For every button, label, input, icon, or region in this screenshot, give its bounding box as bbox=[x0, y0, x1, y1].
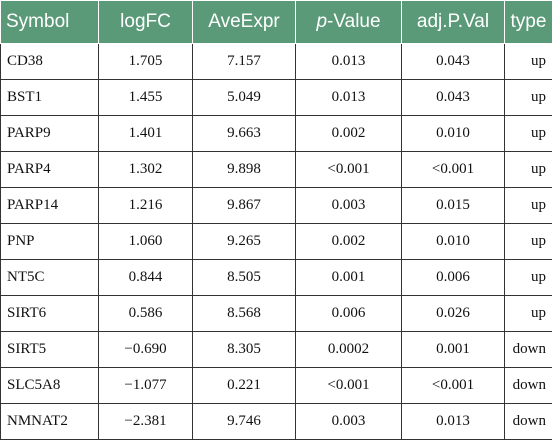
cell-logfc: 1.060 bbox=[99, 224, 193, 260]
header-pvalue-italic: p bbox=[316, 11, 327, 32]
header-row: Symbol logFC AveExpr p-Value adj.P.Val t… bbox=[1, 1, 552, 44]
cell-pvalue: <0.001 bbox=[296, 152, 402, 188]
cell-pvalue: 0.006 bbox=[296, 296, 402, 332]
cell-pvalue: 0.003 bbox=[296, 404, 402, 440]
cell-type: up bbox=[505, 188, 552, 224]
cell-aveexpr: 0.221 bbox=[193, 368, 296, 404]
cell-type: up bbox=[505, 80, 552, 116]
cell-adjpval: 0.043 bbox=[402, 80, 505, 116]
cell-pvalue: <0.001 bbox=[296, 368, 402, 404]
cell-symbol: SIRT5 bbox=[1, 332, 99, 368]
cell-symbol: SLC5A8 bbox=[1, 368, 99, 404]
cell-adjpval: <0.001 bbox=[402, 152, 505, 188]
cell-type: down bbox=[505, 368, 552, 404]
cell-logfc: 0.586 bbox=[99, 296, 193, 332]
cell-type: up bbox=[505, 296, 552, 332]
cell-logfc: 1.216 bbox=[99, 188, 193, 224]
cell-type: down bbox=[505, 404, 552, 440]
cell-aveexpr: 5.049 bbox=[193, 80, 296, 116]
cell-logfc: 1.705 bbox=[99, 44, 193, 80]
cell-type: up bbox=[505, 152, 552, 188]
cell-symbol: SIRT6 bbox=[1, 296, 99, 332]
cell-adjpval: 0.010 bbox=[402, 116, 505, 152]
cell-aveexpr: 9.746 bbox=[193, 404, 296, 440]
cell-logfc: 1.455 bbox=[99, 80, 193, 116]
cell-adjpval: 0.001 bbox=[402, 332, 505, 368]
cell-adjpval: 0.006 bbox=[402, 260, 505, 296]
cell-pvalue: 0.003 bbox=[296, 188, 402, 224]
cell-pvalue: 0.013 bbox=[296, 44, 402, 80]
cell-aveexpr: 9.663 bbox=[193, 116, 296, 152]
cell-type: up bbox=[505, 44, 552, 80]
cell-pvalue: 0.013 bbox=[296, 80, 402, 116]
cell-symbol: PNP bbox=[1, 224, 99, 260]
cell-symbol: BST1 bbox=[1, 80, 99, 116]
cell-adjpval: 0.043 bbox=[402, 44, 505, 80]
cell-type: up bbox=[505, 116, 552, 152]
cell-type: up bbox=[505, 260, 552, 296]
cell-pvalue: 0.0002 bbox=[296, 332, 402, 368]
table-header: Symbol logFC AveExpr p-Value adj.P.Val t… bbox=[1, 1, 552, 44]
cell-aveexpr: 8.568 bbox=[193, 296, 296, 332]
cell-symbol: CD38 bbox=[1, 44, 99, 80]
cell-symbol: NT5C bbox=[1, 260, 99, 296]
header-pvalue: p-Value bbox=[296, 1, 402, 44]
cell-type: up bbox=[505, 224, 552, 260]
cell-symbol: NMNAT2 bbox=[1, 404, 99, 440]
cell-pvalue: 0.001 bbox=[296, 260, 402, 296]
header-pvalue-rest: -Value bbox=[327, 11, 381, 32]
cell-adjpval: 0.013 bbox=[402, 404, 505, 440]
cell-aveexpr: 7.157 bbox=[193, 44, 296, 80]
cell-aveexpr: 9.867 bbox=[193, 188, 296, 224]
cell-logfc: −0.690 bbox=[99, 332, 193, 368]
cell-logfc: 0.844 bbox=[99, 260, 193, 296]
header-type: type bbox=[505, 1, 552, 44]
cell-adjpval: 0.010 bbox=[402, 224, 505, 260]
cell-logfc: 1.302 bbox=[99, 152, 193, 188]
header-symbol: Symbol bbox=[1, 1, 99, 44]
cell-type: down bbox=[505, 332, 552, 368]
header-logfc: logFC bbox=[99, 1, 193, 44]
header-adjpval: adj.P.Val bbox=[402, 1, 505, 44]
cell-logfc: −1.077 bbox=[99, 368, 193, 404]
header-aveexpr: AveExpr bbox=[193, 1, 296, 44]
cell-symbol: PARP14 bbox=[1, 188, 99, 224]
cell-aveexpr: 8.505 bbox=[193, 260, 296, 296]
cell-pvalue: 0.002 bbox=[296, 224, 402, 260]
cell-aveexpr: 9.898 bbox=[193, 152, 296, 188]
cell-pvalue: 0.002 bbox=[296, 116, 402, 152]
cell-logfc: 1.401 bbox=[99, 116, 193, 152]
cell-adjpval: 0.015 bbox=[402, 188, 505, 224]
cell-logfc: −2.381 bbox=[99, 404, 193, 440]
cell-aveexpr: 9.265 bbox=[193, 224, 296, 260]
cell-aveexpr: 8.305 bbox=[193, 332, 296, 368]
cell-symbol: PARP9 bbox=[1, 116, 99, 152]
cell-adjpval: <0.001 bbox=[402, 368, 505, 404]
cell-symbol: PARP4 bbox=[1, 152, 99, 188]
cell-adjpval: 0.026 bbox=[402, 296, 505, 332]
